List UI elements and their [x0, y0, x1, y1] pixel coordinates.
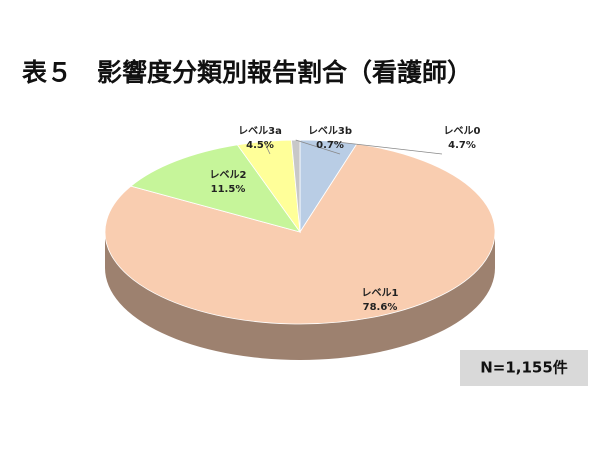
note-box [460, 350, 588, 386]
note: N=1,155件 [480, 359, 568, 377]
value-label: 11.5% [211, 184, 246, 195]
value-label: 78.6% [363, 302, 398, 313]
leader-line [263, 141, 271, 155]
slice [290, 139, 301, 233]
category-label: レベル2 [210, 169, 247, 181]
value-label: 0.7% [316, 140, 344, 151]
slice [104, 143, 496, 325]
value-label: 4.7% [448, 140, 476, 151]
leader-line [328, 140, 443, 155]
category-label: レベル3a [238, 125, 282, 137]
category-label: レベル3b [308, 125, 352, 137]
category-label: レベル0 [444, 125, 481, 137]
leader-line [295, 139, 341, 155]
slice [130, 144, 301, 233]
slice-side [105, 232, 495, 360]
value-label: 4.5% [246, 140, 274, 151]
category-label: レベル1 [362, 287, 399, 299]
chart-title: 表５ 影響度分類別報告割合（看護師） [22, 58, 472, 87]
pie: レベル0 4.7% レベル1 78.6% レベル2 11.5% レベル3a 4.5% レベル3b… [104, 125, 496, 360]
